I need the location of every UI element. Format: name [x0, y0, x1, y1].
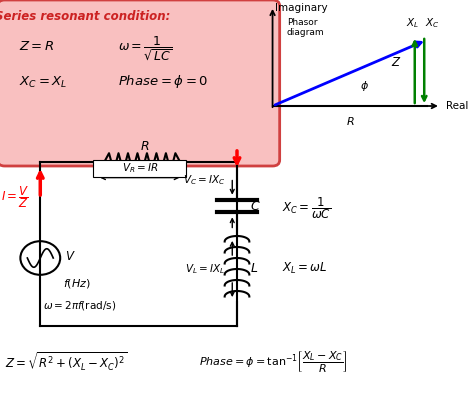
- Text: $Z$: $Z$: [391, 56, 401, 68]
- Text: $f(Hz)$: $f(Hz)$: [63, 278, 91, 290]
- Text: $\omega = \dfrac{1}{\sqrt{LC}}$: $\omega = \dfrac{1}{\sqrt{LC}}$: [118, 35, 173, 63]
- Text: $X_L = \omega L$: $X_L = \omega L$: [282, 260, 328, 276]
- Text: $\omega = 2\pi f\mathrm{(rad/s)}$: $\omega = 2\pi f\mathrm{(rad/s)}$: [43, 300, 116, 312]
- Text: $X_L$: $X_L$: [406, 16, 419, 30]
- FancyBboxPatch shape: [93, 160, 186, 177]
- Text: $L$: $L$: [250, 262, 258, 276]
- Text: $Phase = \phi = 0$: $Phase = \phi = 0$: [118, 74, 209, 90]
- Text: $Phase = \phi = \tan^{-1}\!\left[\dfrac{X_L - X_C}{R}\right]$: $Phase = \phi = \tan^{-1}\!\left[\dfrac{…: [199, 349, 348, 375]
- Text: $V_L = IX_L$: $V_L = IX_L$: [185, 262, 225, 276]
- Text: $C$: $C$: [250, 200, 261, 212]
- FancyBboxPatch shape: [0, 0, 280, 166]
- Text: $R$: $R$: [140, 140, 149, 153]
- Text: $V$: $V$: [65, 250, 76, 262]
- Text: $V_R = IR$: $V_R = IR$: [122, 162, 158, 175]
- Text: $Z = \sqrt{R^2 + (X_L - X_C)^2}$: $Z = \sqrt{R^2 + (X_L - X_C)^2}$: [5, 351, 127, 373]
- Text: $\phi$: $\phi$: [361, 79, 369, 93]
- Text: $X_C = \dfrac{1}{\omega C}$: $X_C = \dfrac{1}{\omega C}$: [282, 195, 331, 221]
- Text: $V_C = IX_C$: $V_C = IX_C$: [183, 173, 225, 187]
- Text: $X_C = X_L$: $X_C = X_L$: [19, 74, 67, 90]
- Text: $Z = R$: $Z = R$: [19, 40, 55, 52]
- Text: Series resonant condition:: Series resonant condition:: [0, 10, 171, 23]
- Text: Real: Real: [446, 101, 468, 111]
- Text: Phasor
diagram: Phasor diagram: [287, 18, 324, 37]
- Text: $R$: $R$: [346, 115, 355, 127]
- Text: $I = \dfrac{V}{Z}$: $I = \dfrac{V}{Z}$: [1, 184, 29, 210]
- Text: Imaginary: Imaginary: [275, 3, 328, 13]
- Text: $X_C$: $X_C$: [426, 16, 440, 30]
